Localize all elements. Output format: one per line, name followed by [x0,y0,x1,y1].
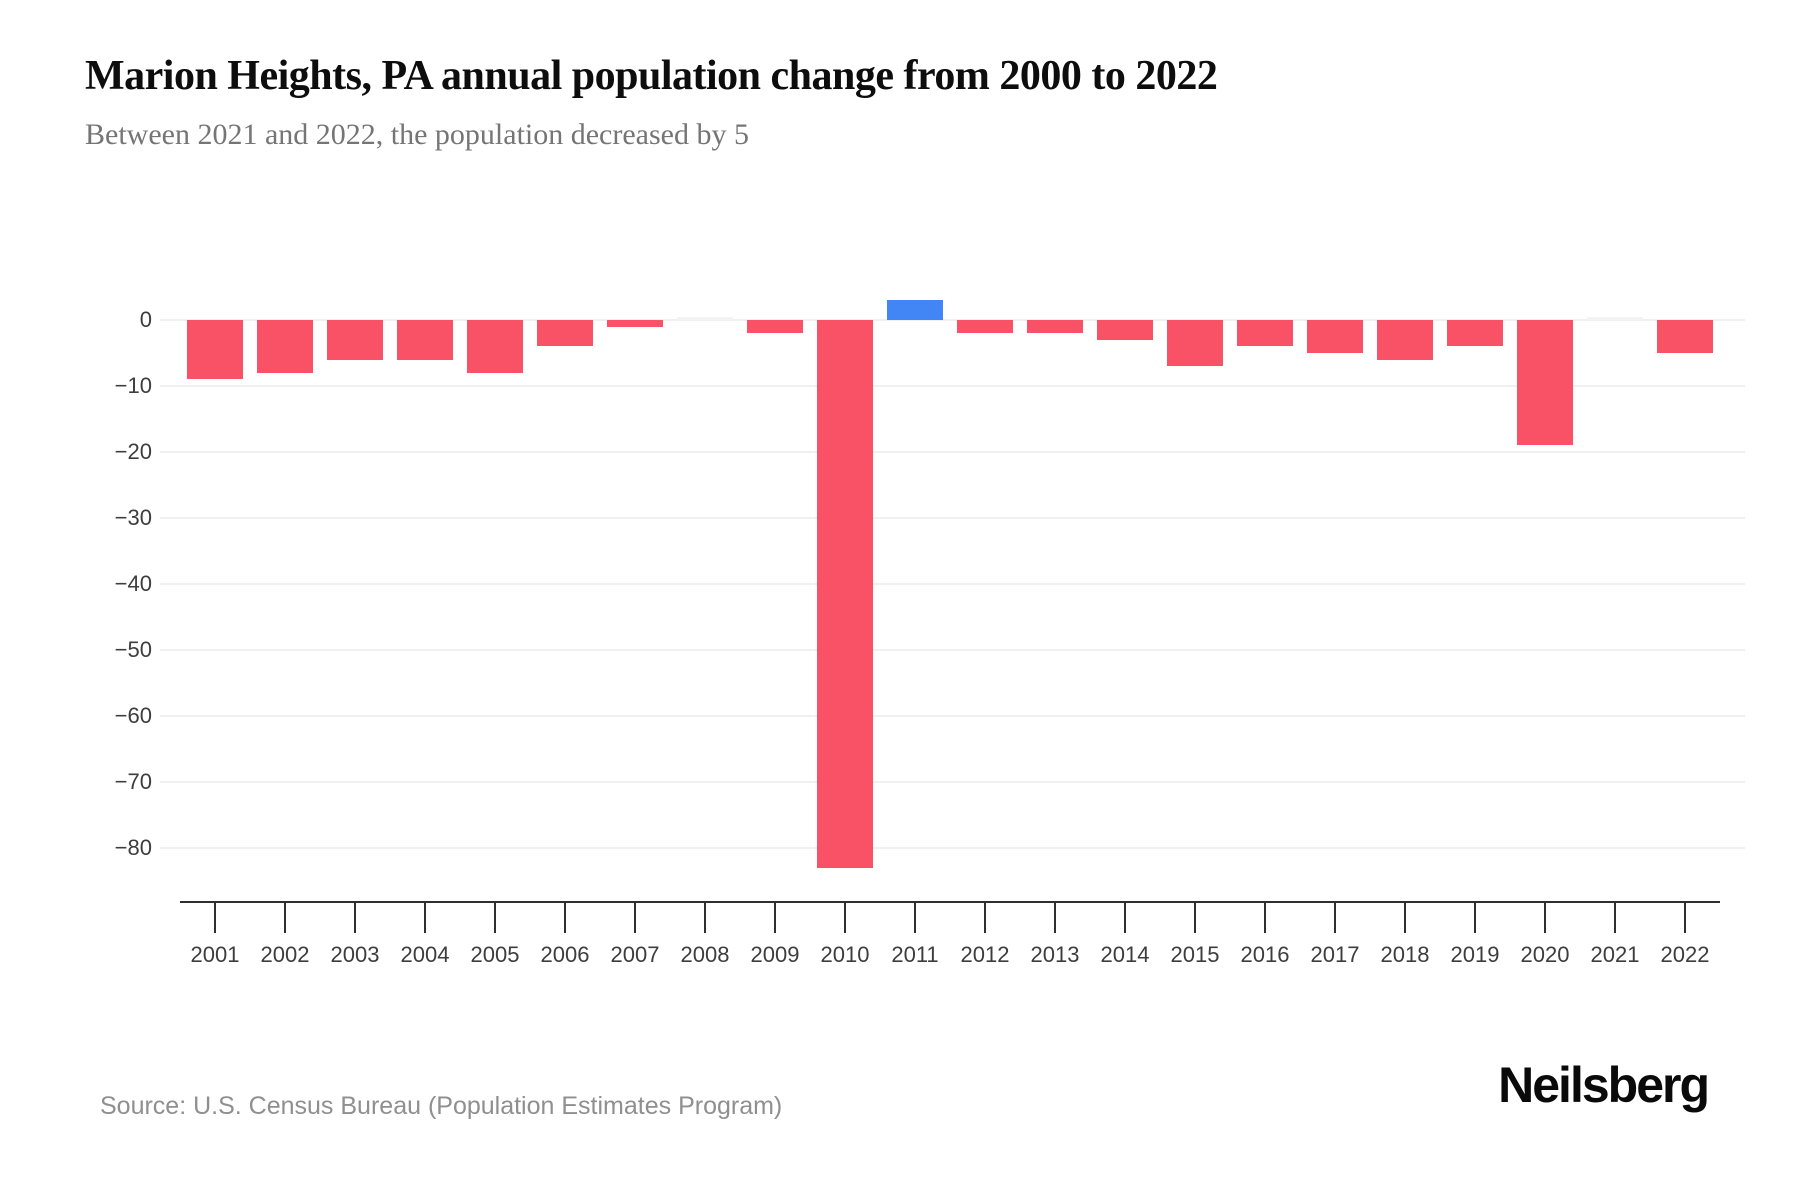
x-tick-label: 2008 [680,942,730,967]
x-tick-label: 2013 [1030,942,1080,967]
bar-2017[interactable] [1307,320,1363,353]
bar-2004[interactable] [397,320,453,360]
gridline [160,517,1745,519]
x-tick-label: 2021 [1590,942,1640,967]
x-tick-label: 2006 [540,942,590,967]
x-tick [844,903,846,933]
x-tick-label: 2002 [260,942,310,967]
bar-2003[interactable] [327,320,383,360]
x-tick-label: 2003 [330,942,380,967]
gridline [160,583,1745,585]
x-tick [284,903,286,933]
x-tick-label: 2017 [1310,942,1360,967]
gridline [160,649,1745,651]
x-tick-label: 2009 [750,942,800,967]
x-tick [1194,903,1196,933]
gridline [160,715,1745,717]
gridline [160,319,1745,321]
y-tick-label: −10 [114,373,152,398]
chart-subtitle: Between 2021 and 2022, the population de… [85,118,749,151]
x-tick [1334,903,1336,933]
x-tick-label: 2007 [610,942,660,967]
x-tick-label: 2022 [1660,942,1710,967]
y-tick-label: −70 [114,769,152,794]
bar-2008[interactable] [677,317,733,320]
x-tick-label: 2015 [1170,942,1220,967]
gridline [160,385,1745,387]
y-tick-label: −50 [114,637,152,662]
bar-2021[interactable] [1587,317,1643,320]
x-tick-label: 2012 [960,942,1010,967]
source-text: Source: U.S. Census Bureau (Population E… [100,1092,783,1120]
x-tick-label: 2014 [1100,942,1150,967]
x-tick [634,903,636,933]
x-tick [1264,903,1266,933]
x-tick-label: 2011 [891,942,939,967]
bar-2009[interactable] [747,320,803,334]
x-tick-label: 2005 [470,942,520,967]
y-tick-label: −40 [114,571,152,596]
bar-2010[interactable] [817,320,873,868]
x-tick-label: 2001 [190,942,240,967]
bar-2001[interactable] [187,320,243,380]
brand-logo: Neilsberg [1498,1057,1710,1113]
bar-2014[interactable] [1097,320,1153,340]
x-tick-label: 2016 [1240,942,1290,967]
x-tick [774,903,776,933]
x-tick [1544,903,1546,933]
bar-2005[interactable] [467,320,523,373]
bar-2002[interactable] [257,320,313,373]
bar-2020[interactable] [1517,320,1573,446]
x-tick [1614,903,1616,933]
x-tick [704,903,706,933]
y-tick-label: 0 [139,307,152,332]
x-tick-label: 2010 [820,942,870,967]
x-tick [914,903,916,933]
y-tick-label: −30 [114,505,152,530]
x-tick [424,903,426,933]
bar-2007[interactable] [607,320,663,327]
y-tick-label: −20 [114,439,152,464]
x-tick [1684,903,1686,933]
bar-2015[interactable] [1167,320,1223,367]
x-tick [1054,903,1056,933]
x-axis-line [180,901,1720,903]
x-tick-label: 2018 [1380,942,1430,967]
x-tick-label: 2019 [1450,942,1500,967]
x-tick [1404,903,1406,933]
chart-title: Marion Heights, PA annual population cha… [85,53,1218,99]
x-tick [494,903,496,933]
gridline [160,451,1745,453]
bar-2006[interactable] [537,320,593,347]
bar-2022[interactable] [1657,320,1713,353]
x-tick [1474,903,1476,933]
bar-2019[interactable] [1447,320,1503,347]
bar-2016[interactable] [1237,320,1293,347]
y-tick-label: −60 [114,703,152,728]
x-tick-label: 2004 [400,942,450,967]
gridline [160,847,1745,849]
x-tick-label: 2020 [1520,942,1570,967]
x-tick [1124,903,1126,933]
x-tick [564,903,566,933]
bar-2011[interactable] [887,300,943,320]
y-tick-label: −80 [114,835,152,860]
bar-2012[interactable] [957,320,1013,334]
bar-2013[interactable] [1027,320,1083,334]
gridline [160,781,1745,783]
x-tick [354,903,356,933]
bar-2018[interactable] [1377,320,1433,360]
x-tick [984,903,986,933]
x-tick [214,903,216,933]
